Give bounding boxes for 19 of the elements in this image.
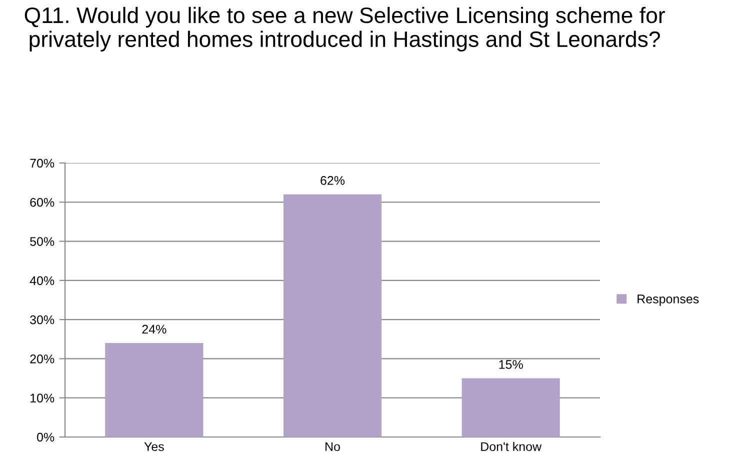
legend-label: Responses bbox=[638, 294, 699, 306]
data-label: 24% bbox=[142, 324, 166, 334]
x-tick-label: Yes bbox=[144, 442, 164, 452]
data-label: 15% bbox=[499, 360, 523, 369]
y-tick-label: 0% bbox=[37, 432, 54, 442]
bar bbox=[105, 343, 204, 437]
x-tick-label: Don't know bbox=[481, 442, 542, 452]
data-label: 62% bbox=[320, 176, 345, 185]
y-tick-label: 50% bbox=[30, 237, 54, 246]
y-tick-label: 10% bbox=[30, 394, 54, 403]
chart-title: Q11. Would you like to see a new Selective Licensing scheme for privately rented homes introduced in Hastings and St Leonards? bbox=[24, 6, 665, 52]
y-tick-label: 30% bbox=[30, 315, 54, 324]
y-tick-label: 40% bbox=[30, 276, 54, 286]
y-tick-label: 60% bbox=[30, 198, 54, 207]
y-tick-label: 20% bbox=[30, 354, 54, 364]
y-tick-label: 70% bbox=[30, 158, 54, 168]
bar bbox=[283, 194, 382, 437]
bar bbox=[462, 378, 560, 437]
x-tick-label: No bbox=[326, 442, 340, 452]
